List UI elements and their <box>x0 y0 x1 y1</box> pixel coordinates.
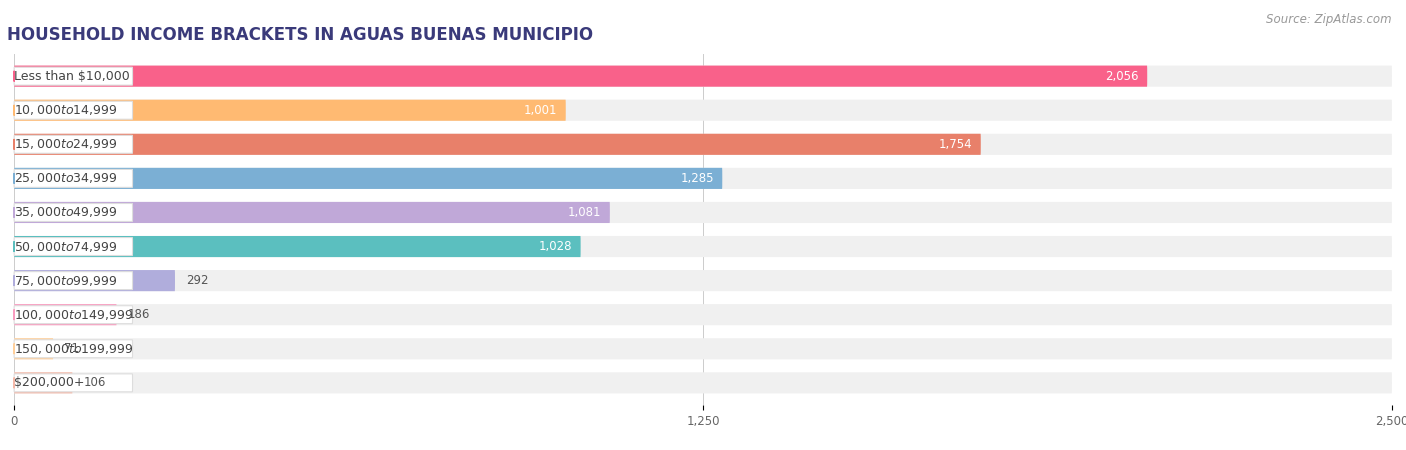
FancyBboxPatch shape <box>14 374 132 392</box>
FancyBboxPatch shape <box>14 304 1392 325</box>
Text: 71: 71 <box>65 342 79 355</box>
FancyBboxPatch shape <box>14 236 1392 257</box>
FancyBboxPatch shape <box>14 372 73 393</box>
Text: Less than $10,000: Less than $10,000 <box>14 70 131 83</box>
Text: $15,000 to $24,999: $15,000 to $24,999 <box>14 137 118 151</box>
Text: $75,000 to $99,999: $75,000 to $99,999 <box>14 274 118 288</box>
Text: $150,000 to $199,999: $150,000 to $199,999 <box>14 342 134 356</box>
FancyBboxPatch shape <box>14 134 981 155</box>
FancyBboxPatch shape <box>14 272 132 290</box>
FancyBboxPatch shape <box>14 168 1392 189</box>
Text: HOUSEHOLD INCOME BRACKETS IN AGUAS BUENAS MUNICIPIO: HOUSEHOLD INCOME BRACKETS IN AGUAS BUENA… <box>7 26 593 44</box>
FancyBboxPatch shape <box>14 99 1392 121</box>
FancyBboxPatch shape <box>14 270 1392 291</box>
FancyBboxPatch shape <box>14 340 132 358</box>
Text: 1,028: 1,028 <box>538 240 572 253</box>
FancyBboxPatch shape <box>14 270 174 291</box>
FancyBboxPatch shape <box>14 134 1392 155</box>
FancyBboxPatch shape <box>14 238 132 256</box>
Text: $25,000 to $34,999: $25,000 to $34,999 <box>14 171 118 185</box>
FancyBboxPatch shape <box>14 67 132 85</box>
FancyBboxPatch shape <box>14 202 610 223</box>
FancyBboxPatch shape <box>14 168 723 189</box>
FancyBboxPatch shape <box>14 101 132 119</box>
Text: Source: ZipAtlas.com: Source: ZipAtlas.com <box>1267 14 1392 27</box>
FancyBboxPatch shape <box>14 169 132 187</box>
FancyBboxPatch shape <box>14 66 1392 87</box>
Text: 106: 106 <box>83 376 105 389</box>
Text: 292: 292 <box>186 274 208 287</box>
FancyBboxPatch shape <box>14 236 581 257</box>
FancyBboxPatch shape <box>14 66 1147 87</box>
Text: 1,001: 1,001 <box>524 104 558 117</box>
FancyBboxPatch shape <box>14 338 1392 360</box>
Text: 186: 186 <box>128 308 150 321</box>
FancyBboxPatch shape <box>14 202 1392 223</box>
Text: $50,000 to $74,999: $50,000 to $74,999 <box>14 239 118 253</box>
FancyBboxPatch shape <box>14 203 132 221</box>
Text: $200,000+: $200,000+ <box>14 376 84 389</box>
Text: $100,000 to $149,999: $100,000 to $149,999 <box>14 308 134 322</box>
Text: $10,000 to $14,999: $10,000 to $14,999 <box>14 103 118 117</box>
Text: 2,056: 2,056 <box>1105 70 1139 83</box>
FancyBboxPatch shape <box>14 372 1392 393</box>
Text: 1,754: 1,754 <box>939 138 973 151</box>
Text: 1,285: 1,285 <box>681 172 714 185</box>
Text: $35,000 to $49,999: $35,000 to $49,999 <box>14 206 118 220</box>
FancyBboxPatch shape <box>14 304 117 325</box>
Text: 1,081: 1,081 <box>568 206 602 219</box>
FancyBboxPatch shape <box>14 99 565 121</box>
FancyBboxPatch shape <box>14 338 53 360</box>
FancyBboxPatch shape <box>14 135 132 153</box>
FancyBboxPatch shape <box>14 306 132 324</box>
